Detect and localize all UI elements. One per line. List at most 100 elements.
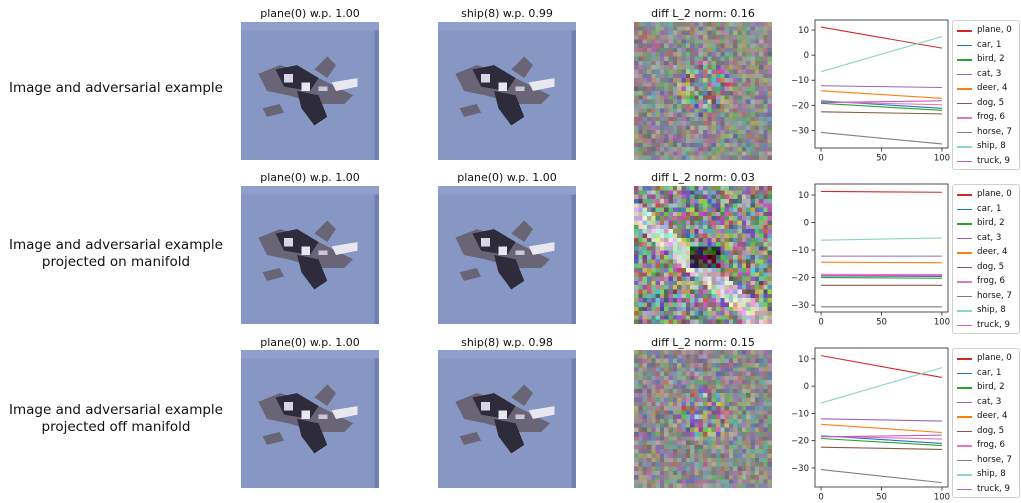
series-line (821, 102, 942, 111)
legend-swatch (957, 401, 972, 404)
legend-item: plane, 0 (953, 187, 1019, 202)
legend-item: dog, 5 (953, 96, 1019, 111)
legend-item: horse, 7 (953, 125, 1019, 140)
row-label-line: Image and adversarial example (9, 237, 223, 253)
legend-label: truck, 9 (977, 155, 1010, 166)
y-tick-label: −20 (791, 437, 809, 447)
legend-swatch (957, 445, 972, 447)
series-line (821, 418, 942, 422)
legend-label: dog, 5 (977, 261, 1005, 272)
original-image-title: plane(0) w.p. 1.00 (260, 7, 360, 20)
x-tick-label: 0 (818, 154, 823, 164)
legend-label: bird, 2 (977, 54, 1005, 64)
plot-frame (814, 183, 949, 313)
legend-label: plane, 0 (977, 189, 1012, 199)
legend-item: bird, 2 (953, 52, 1019, 67)
legend-item: plane, 0 (953, 23, 1019, 38)
legend-swatch (957, 237, 972, 240)
adversarial-image-title: ship(8) w.p. 0.99 (461, 7, 553, 20)
series-line (821, 111, 942, 115)
adversarial-image-title: plane(0) w.p. 1.00 (457, 171, 557, 184)
adversarial-image (438, 350, 576, 488)
diff-image-title: diff L_2 norm: 0.03 (651, 171, 755, 184)
y-tick-label: −10 (791, 246, 809, 256)
series-line (821, 190, 942, 193)
figure-row-2: Image and adversarial example projected … (0, 164, 1021, 334)
legend-swatch (957, 416, 972, 418)
y-tick-label: −10 (791, 76, 809, 86)
legend-swatch (957, 488, 972, 491)
legend-label: frog, 6 (977, 112, 1006, 122)
legend-item: frog, 6 (953, 438, 1019, 453)
legend-item: truck, 9 (953, 318, 1019, 333)
legend-label: plane, 0 (977, 25, 1012, 35)
legend-swatch (957, 358, 972, 360)
original-image (241, 350, 379, 488)
legend-swatch (957, 44, 972, 47)
series-line (821, 275, 942, 278)
series-line (821, 100, 942, 104)
legend-item: bird, 2 (953, 216, 1019, 231)
legend-label: ship, 8 (977, 305, 1006, 315)
series-line (820, 26, 943, 49)
figure-row-1: Image and adversarial example plane(0) w… (0, 0, 1021, 170)
legend-label: horse, 7 (977, 454, 1012, 465)
legend-swatch (957, 160, 972, 163)
legend-swatch (957, 208, 972, 211)
legend-label: car, 1 (977, 367, 1002, 378)
x-tick-label: 100 (934, 318, 950, 328)
series-line (821, 434, 942, 438)
series-line (820, 355, 943, 378)
logit-trajectory-plot: 100−10−20−300 50 100 (791, 19, 950, 164)
legend-item: dog, 5 (953, 260, 1019, 275)
row-label-line: projected off manifold (41, 419, 191, 435)
legend-item: dog, 5 (953, 424, 1019, 439)
series-line (821, 446, 942, 450)
legend-label: deer, 4 (977, 247, 1008, 257)
legend-label: horse, 7 (977, 126, 1012, 137)
legend-item: truck, 9 (953, 482, 1019, 497)
x-tick-label: 0 (818, 493, 823, 503)
series-line (821, 277, 942, 279)
legend-label: bird, 2 (977, 382, 1005, 392)
legend-label: ship, 8 (977, 141, 1006, 151)
legend-label: frog, 6 (977, 276, 1006, 286)
series-line (821, 90, 942, 99)
legend-swatch (957, 387, 972, 389)
plane-picture (241, 350, 379, 488)
y-tick-label: −20 (791, 101, 809, 111)
original-image (241, 186, 379, 324)
legend-item: deer, 4 (953, 409, 1019, 424)
legend-swatch (957, 88, 972, 90)
legend-swatch (957, 131, 972, 134)
legend-label: car, 1 (977, 203, 1002, 214)
legend-label: cat, 3 (977, 396, 1002, 407)
legend-item: plane, 0 (953, 351, 1019, 366)
series-line (821, 423, 942, 434)
series-line (821, 437, 942, 447)
noise-picture (634, 350, 772, 488)
series-line (820, 469, 943, 484)
diff-image-title: diff L_2 norm: 0.16 (651, 7, 755, 20)
plane-picture (241, 186, 379, 324)
legend-item: ship, 8 (953, 303, 1019, 318)
legend-label: cat, 3 (977, 68, 1002, 79)
figure-row-3: Image and adversarial example projected … (0, 328, 1021, 503)
legend-label: deer, 4 (977, 411, 1008, 421)
plot-frame (814, 19, 949, 149)
legend-item: car, 1 (953, 366, 1019, 381)
original-image (241, 22, 379, 160)
y-tick-label: −30 (791, 126, 809, 136)
legend-item: frog, 6 (953, 110, 1019, 125)
y-tick-label: 0 (804, 51, 809, 61)
legend-item: ship, 8 (953, 467, 1019, 482)
legend-swatch (957, 252, 972, 254)
legend-item: deer, 4 (953, 245, 1019, 260)
series-line (821, 237, 942, 241)
x-tick-label: 100 (934, 154, 950, 164)
plane-picture (438, 22, 576, 160)
noise-picture (634, 22, 772, 160)
original-image-title: plane(0) w.p. 1.00 (260, 336, 360, 349)
legend-swatch (957, 281, 972, 283)
plane-picture (241, 22, 379, 160)
